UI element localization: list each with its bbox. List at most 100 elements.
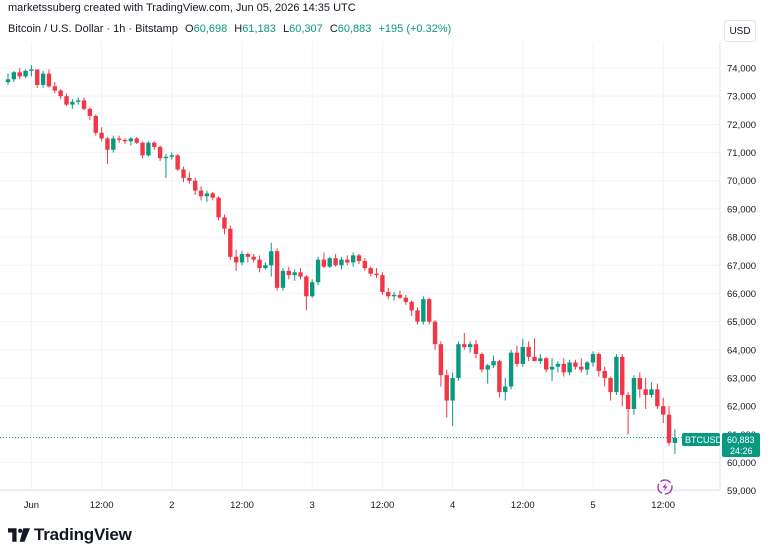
candle-body [391, 294, 397, 297]
candle-body [105, 138, 110, 150]
candle-body [356, 255, 362, 262]
candle-body [403, 297, 408, 302]
candle [590, 351, 596, 367]
candle-body [310, 282, 315, 297]
candle [614, 354, 619, 395]
candle-body [573, 362, 578, 367]
candle [637, 372, 642, 398]
tradingview-footer[interactable]: TradingView [8, 524, 132, 546]
candle [210, 192, 215, 201]
price-tag-symbol-box [682, 433, 720, 446]
candle [239, 251, 245, 266]
candle-body [35, 69, 40, 85]
high-value: 61,183 [242, 23, 276, 35]
candle-body [350, 255, 356, 263]
price-tag: BTCUSD 60,883 24:26 [682, 433, 760, 457]
candle-body [181, 169, 186, 178]
close-value: 60,883 [337, 23, 372, 35]
candle-body [590, 354, 596, 363]
candle-body [614, 356, 619, 393]
candle-body [497, 361, 502, 393]
candle-body [427, 299, 432, 322]
candle-body [23, 70, 28, 77]
open-value: 60,698 [193, 23, 228, 35]
y-tick-label: 65,000 [727, 317, 756, 328]
candle-body [368, 268, 373, 274]
x-tick-label: 12:00 [511, 500, 535, 511]
candle [503, 378, 508, 401]
candle [304, 275, 309, 311]
candle-body [544, 358, 549, 370]
candle [479, 352, 485, 373]
candle-body [193, 180, 198, 191]
candle-body [216, 197, 221, 218]
candle-body [567, 362, 572, 373]
candle [643, 378, 648, 410]
candle-body [649, 389, 654, 395]
candle [5, 73, 11, 85]
candle-body [655, 389, 660, 407]
candle-body [152, 142, 157, 147]
candle [362, 258, 368, 271]
candle-body [520, 347, 525, 364]
candle [298, 268, 303, 280]
price-tag-price-box [722, 433, 760, 457]
candle [245, 252, 251, 263]
candle [321, 252, 327, 269]
candle-body [555, 363, 561, 367]
candle [602, 366, 607, 387]
x-tick-label: 12:00 [651, 500, 675, 511]
candle-body [269, 251, 274, 266]
price-tag-countdown: 24:26 [730, 446, 753, 456]
candle-body [169, 155, 174, 157]
y-tick-label: 63,000 [727, 374, 756, 385]
candle-body [620, 356, 625, 395]
candle-body [508, 352, 514, 387]
candle-body [198, 190, 204, 197]
candle-body [304, 276, 309, 297]
x-tick-label: Jun [24, 500, 39, 511]
candle [87, 107, 93, 121]
candle [497, 359, 502, 398]
candle-body [233, 256, 239, 263]
candle [134, 137, 139, 145]
candle [544, 356, 549, 373]
candle [596, 352, 602, 377]
candles [5, 65, 678, 454]
candle [620, 354, 625, 407]
candle [579, 358, 584, 373]
candle [269, 242, 274, 277]
y-tick-label: 62,000 [727, 402, 756, 413]
y-tick-label: 71,000 [727, 148, 756, 159]
candle-body [52, 86, 57, 91]
candle-body [315, 259, 321, 283]
candle [157, 145, 163, 162]
candle [549, 358, 555, 381]
candle [403, 294, 408, 305]
candle [128, 137, 134, 146]
candle [520, 338, 525, 367]
candle [508, 349, 514, 390]
candle-body [485, 365, 490, 370]
currency-button[interactable]: USD [724, 20, 756, 42]
candle-body [274, 251, 280, 288]
candle [198, 186, 204, 201]
y-tick-label: 67,000 [727, 261, 756, 272]
candle-body [432, 321, 438, 345]
candle [573, 359, 578, 370]
candle [181, 166, 186, 183]
price-tag-price: 60,883 [727, 435, 755, 445]
ohlc-legend: Bitcoin / U.S. Dollar · 1h · Bitstamp O6… [8, 23, 451, 35]
candle-body [450, 378, 455, 401]
candle-body [122, 139, 128, 142]
candle [584, 361, 590, 376]
candle-body [538, 358, 543, 362]
lightning-icon[interactable] [657, 479, 673, 495]
candle [81, 97, 87, 111]
candle-body [467, 344, 473, 348]
candle-body [584, 362, 590, 370]
candle [462, 332, 467, 350]
candle-body [163, 156, 169, 159]
candle [485, 363, 490, 384]
